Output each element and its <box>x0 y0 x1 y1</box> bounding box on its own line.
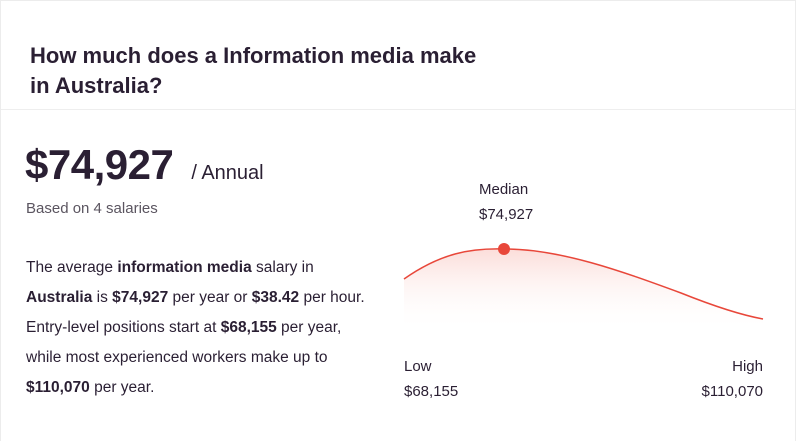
job-title: information media <box>117 259 252 276</box>
description-text: The average <box>26 259 118 276</box>
yearly-salary: $74,927 <box>112 289 169 306</box>
low-value: $68,155 <box>404 383 459 400</box>
page-title: How much does a Information media make i… <box>30 43 477 98</box>
hourly-salary: $38.42 <box>251 289 300 306</box>
salary-period: / Annual <box>191 162 264 184</box>
high-value: $110,070 <box>701 383 763 400</box>
salary-amount: $74,927 <box>25 141 174 188</box>
salary-count: Based on 4 salaries <box>26 200 158 217</box>
median-value: $74,927 <box>479 206 534 223</box>
max-salary: $110,070 <box>26 379 90 396</box>
description-text: is <box>92 289 113 306</box>
salary-summary: $74,927 / Annual <box>25 141 264 189</box>
low-label: Low <box>404 358 432 375</box>
median-label: Median <box>479 181 529 198</box>
location: Australia <box>26 289 93 306</box>
salary-distribution-chart: Median $74,927 Low $68,155 High $110,070 <box>401 171 771 411</box>
salary-description: The average information media salary in … <box>26 253 376 403</box>
median-marker <box>498 243 510 255</box>
high-label: High <box>732 358 763 375</box>
distribution-curve <box>403 243 764 331</box>
card-header: How much does a Information media make i… <box>1 1 796 110</box>
description-text: per hour. Entry-level positions start at <box>26 289 365 336</box>
distribution-line <box>403 248 764 320</box>
description-text: per year, while most experienced workers… <box>26 319 342 366</box>
distribution-area <box>404 248 763 331</box>
description-text: salary in <box>251 259 314 276</box>
description-text: per year. <box>89 379 155 396</box>
description-text: per year or <box>168 289 252 306</box>
entry-salary: $68,155 <box>220 319 277 336</box>
